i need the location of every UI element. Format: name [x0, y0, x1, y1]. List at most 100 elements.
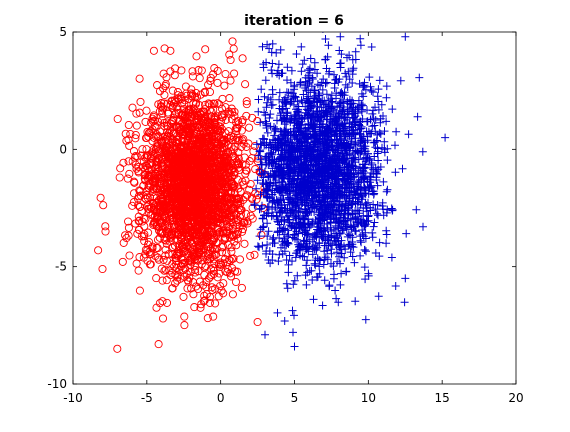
red-circle-point: [225, 233, 234, 242]
blue-plus-point: [268, 197, 277, 206]
blue-plus-point: [289, 147, 298, 156]
red-circle-point: [152, 185, 161, 194]
red-circle-point: [172, 142, 182, 151]
red-circle-point: [188, 67, 197, 76]
blue-plus-point: [322, 78, 331, 87]
red-circle-point: [204, 207, 213, 216]
blue-plus-point: [329, 262, 338, 271]
red-circle-point: [201, 118, 211, 127]
red-circle-point: [132, 109, 141, 118]
red-circle-point: [124, 157, 133, 166]
red-circle-point: [140, 222, 149, 231]
blue-plus-point: [396, 76, 405, 85]
red-circle-point: [124, 217, 133, 226]
blue-plus-point: [371, 249, 380, 257]
blue-plus-point: [262, 121, 271, 130]
blue-plus-point: [342, 267, 350, 276]
red-circle-point: [185, 113, 195, 122]
blue-plus-point: [412, 205, 421, 214]
blue-plus-point: [382, 226, 391, 235]
blue-plus-point: [258, 223, 267, 232]
blue-plus-point: [312, 98, 321, 107]
red-circle-point: [162, 298, 172, 307]
blue-plus-point: [354, 168, 363, 177]
red-circle-point: [230, 111, 239, 121]
red-circle-point: [226, 272, 236, 281]
red-circle-point: [182, 239, 191, 248]
blue-plus-point: [368, 109, 377, 118]
blue-plus-point: [288, 89, 297, 98]
blue-plus-point: [376, 130, 385, 138]
red-circle-point: [191, 196, 200, 205]
blue-plus-point: [353, 182, 361, 191]
blue-plus-point: [283, 185, 292, 194]
red-circle-point: [143, 240, 153, 249]
blue-plus-point: [268, 235, 277, 244]
blue-plus-point: [377, 100, 386, 109]
red-circle-point: [202, 174, 211, 183]
blue-plus-point: [379, 205, 388, 214]
red-circle-point: [158, 164, 167, 173]
red-circle-point: [182, 89, 191, 98]
blue-plus-point: [255, 243, 263, 252]
red-circle-point: [238, 54, 247, 63]
blue-plus-point: [367, 86, 376, 95]
blue-plus-point: [308, 130, 317, 139]
blue-plus-point: [277, 177, 286, 186]
red-circle-point: [131, 134, 140, 143]
red-circle-point: [239, 135, 248, 144]
blue-plus-point: [379, 211, 388, 220]
blue-plus-point: [270, 239, 279, 248]
blue-plus-point: [304, 168, 313, 177]
red-circle-point: [186, 237, 195, 246]
blue-plus-point: [327, 249, 336, 258]
blue-plus-point: [301, 209, 310, 217]
blue-plus-point: [313, 243, 322, 252]
blue-plus-point: [302, 208, 311, 217]
blue-plus-point: [347, 134, 356, 143]
red-circle-point: [170, 71, 179, 80]
blue-plus-point: [360, 263, 369, 272]
red-circle-point: [149, 112, 158, 121]
blue-plus-point: [366, 206, 375, 215]
blue-plus-point: [270, 131, 279, 140]
red-circle-point: [251, 165, 260, 174]
blue-plus-point: [266, 169, 275, 178]
blue-plus-point: [313, 225, 322, 234]
blue-plus-point: [319, 198, 328, 207]
red-circle-point: [122, 233, 131, 243]
blue-plus-point: [268, 250, 277, 259]
red-circle-point: [232, 241, 241, 250]
blue-plus-point: [330, 211, 339, 219]
blue-plus-point: [322, 101, 331, 110]
blue-plus-point: [318, 176, 327, 185]
blue-plus-point: [341, 80, 350, 89]
red-circle-point: [166, 46, 175, 55]
red-circle-point: [216, 153, 225, 162]
red-circle-point: [158, 297, 167, 306]
blue-plus-point: [331, 219, 340, 228]
blue-plus-point: [358, 147, 366, 156]
blue-plus-point: [362, 201, 371, 210]
blue-plus-point: [271, 173, 280, 182]
blue-plus-point: [367, 43, 376, 51]
red-circle-point: [159, 178, 168, 187]
blue-plus-point: [308, 276, 317, 284]
blue-plus-point: [360, 245, 369, 254]
red-circle-point: [136, 97, 145, 106]
blue-plus-point: [358, 195, 367, 204]
red-circle-point: [208, 237, 217, 246]
blue-plus-point: [332, 294, 341, 303]
blue-plus-point: [311, 216, 320, 224]
blue-plus-point: [305, 66, 314, 75]
blue-plus-point: [285, 251, 294, 260]
red-circle-point: [209, 216, 218, 225]
red-circle-point: [159, 204, 168, 213]
red-circle-point: [101, 227, 110, 236]
red-circle-point: [158, 104, 168, 113]
blue-plus-point: [275, 234, 284, 242]
blue-plus-point: [359, 83, 368, 92]
red-circle-point: [193, 138, 202, 147]
red-circle-point: [217, 243, 226, 252]
blue-plus-point: [291, 253, 300, 262]
